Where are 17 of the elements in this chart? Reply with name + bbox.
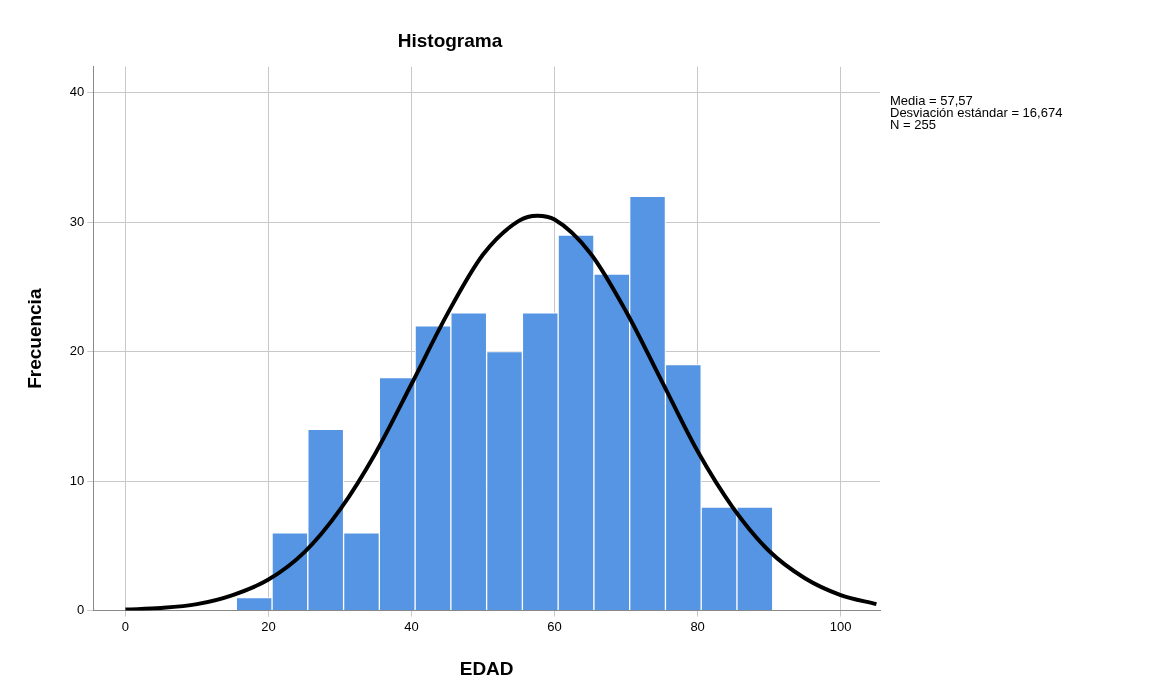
text: Media = 57,57 [890,92,973,108]
x-tick-label: 40 [404,618,419,634]
x-tick-label: 60 [547,618,562,634]
chart-title: Histograma [397,29,503,51]
y-tick-label: 20 [69,343,85,359]
x-tick-label: 20 [261,618,276,634]
y-axis-title: Frecuencia [23,288,45,389]
text: N = 255 [890,116,936,132]
y-tick-label: 0 [77,602,85,618]
y-tick-label: 10 [69,472,85,488]
x-axis-title: EDAD [459,657,514,679]
x-tick-label: 80 [690,618,705,634]
x-tick-label: 100 [829,618,852,634]
y-tick-label: 40 [69,84,85,100]
y-tick-label: 30 [69,213,85,229]
x-tick-label: 0 [121,618,130,634]
line-series [123,213,879,611]
